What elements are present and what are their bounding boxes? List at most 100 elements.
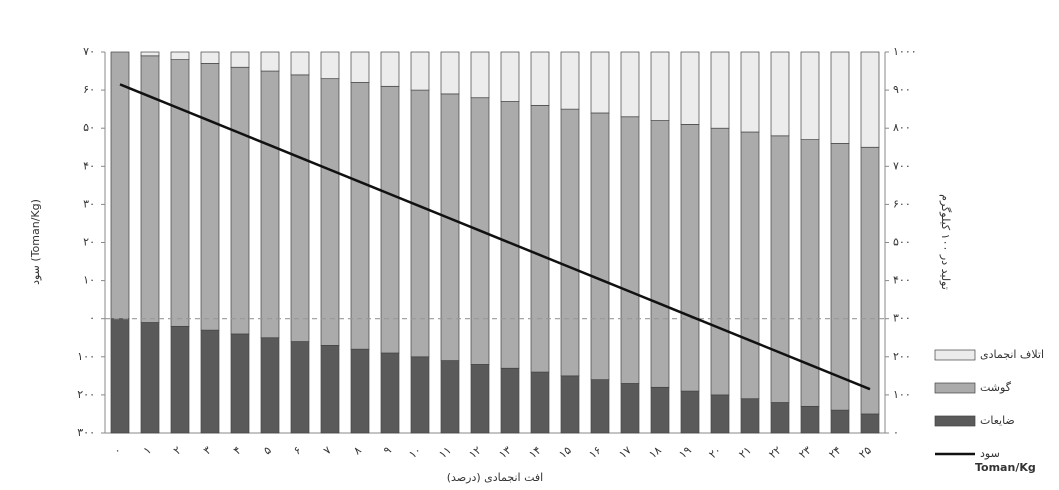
y2-tick-label: ۷۰۰ [893, 159, 911, 172]
bar-segment [710, 394, 730, 434]
bar-segment [680, 51, 700, 125]
bar-segment [230, 51, 250, 68]
bar-segment [770, 135, 790, 403]
bar-segment [440, 51, 460, 95]
bar-segment [860, 413, 880, 434]
bar-segment [530, 371, 550, 434]
bar-segment [710, 51, 730, 129]
bar-segment [500, 51, 520, 102]
bar-segment [590, 51, 610, 114]
bar-segment [260, 337, 280, 434]
bar-segment [530, 51, 550, 106]
bar-segment [650, 120, 670, 388]
bar-segment [650, 386, 670, 434]
bar-segment [140, 322, 160, 434]
bar-segment [410, 356, 430, 434]
bar-segment [860, 51, 880, 148]
bar-segment [770, 51, 790, 137]
legend-unit: Toman/Kg [975, 461, 1036, 474]
y-tick-label: ۲۰۰ [77, 388, 95, 401]
bar-segment [350, 348, 370, 434]
bar-segment [260, 70, 280, 339]
bar-segment [500, 101, 520, 369]
bar-segment [110, 318, 130, 434]
y2-tick-label: ۴۰۰ [893, 274, 911, 287]
bar-segment [560, 108, 580, 377]
y2-tick-label: ۲۰۰ [893, 350, 911, 363]
bar-segment [200, 63, 220, 331]
y-tick-label: ۱۰ [83, 274, 95, 287]
y-tick-label: ۳۰۰ [77, 426, 95, 439]
y2-tick-label: ۰ [893, 426, 899, 439]
legend-label: ضایعات [980, 414, 1015, 427]
bar-segment [320, 345, 340, 434]
bar-segment [110, 51, 130, 320]
bar-segment [320, 78, 340, 346]
bar-segment [830, 51, 850, 144]
bar-segment [410, 89, 430, 358]
y2-tick-label: ۶۰۰ [893, 197, 911, 210]
bar-segment [410, 51, 430, 91]
y2-tick-label: ۸۰۰ [893, 121, 911, 134]
x-title: افت انجمادی (درصد) [447, 471, 543, 484]
bar-segment [530, 104, 550, 373]
bar-segment [680, 390, 700, 434]
bar-segment [650, 51, 670, 121]
legend-swatch [934, 415, 976, 427]
bar-segment [440, 93, 460, 361]
bar-segment [380, 352, 400, 434]
bar-segment [290, 74, 310, 342]
bar-segment [380, 85, 400, 354]
bar-segment [290, 51, 310, 76]
y2-tick-label: ۱۰۰ [893, 388, 911, 401]
bar-segment [620, 383, 640, 434]
bar-segment [440, 360, 460, 434]
y2-tick-label: ۹۰۰ [893, 83, 911, 96]
y2-title: تولید در ۱۰۰ کیلوگرم [939, 194, 952, 290]
y-tick-label: ۰ [89, 312, 95, 325]
bar-segment [800, 51, 820, 140]
bar-segment [470, 51, 490, 99]
legend-swatch [934, 349, 976, 361]
bar-segment [500, 367, 520, 434]
bar-segment [620, 116, 640, 384]
bar-segment [320, 51, 340, 80]
legend-label: گوشت [980, 381, 1012, 394]
bar-segment [860, 146, 880, 415]
bar-segment [590, 112, 610, 381]
bar-segment [740, 51, 760, 133]
bar-segment [170, 51, 190, 60]
y-title: سود (Toman/Kg) [29, 199, 42, 285]
y2-tick-label: ۳۰۰ [893, 312, 911, 325]
bar-segment [740, 131, 760, 400]
y-tick-label: ۴۰ [83, 159, 95, 172]
y-tick-label: ۱۰۰ [77, 350, 95, 363]
bar-segment [560, 51, 580, 110]
bar-segment [290, 341, 310, 434]
bar-segment [710, 127, 730, 396]
bar-segment [380, 51, 400, 87]
y-tick-label: ۳۰ [83, 197, 95, 210]
y-tick-label: ۲۰ [83, 236, 95, 249]
y2-tick-label: ۱۰۰۰ [893, 45, 917, 58]
bar-segment [200, 329, 220, 434]
bar-segment [140, 51, 160, 57]
bar-segment [560, 375, 580, 434]
legend-label: سود [980, 447, 1000, 460]
legend-label: اتلاف انجمادی [980, 348, 1044, 361]
bar-segment [590, 379, 610, 434]
bar-segment [230, 66, 250, 335]
bar-segment [830, 143, 850, 411]
bar-segment [350, 51, 370, 83]
bar-segment [620, 51, 640, 118]
bar-segment [830, 409, 850, 434]
bar-segment [350, 82, 370, 350]
legend-swatch [934, 382, 976, 394]
bar-segment [200, 51, 220, 64]
profit-line [119, 83, 871, 391]
bar-segment [740, 398, 760, 434]
bar-segment [470, 364, 490, 434]
bar-segment [230, 333, 250, 434]
bar-segment [800, 405, 820, 434]
